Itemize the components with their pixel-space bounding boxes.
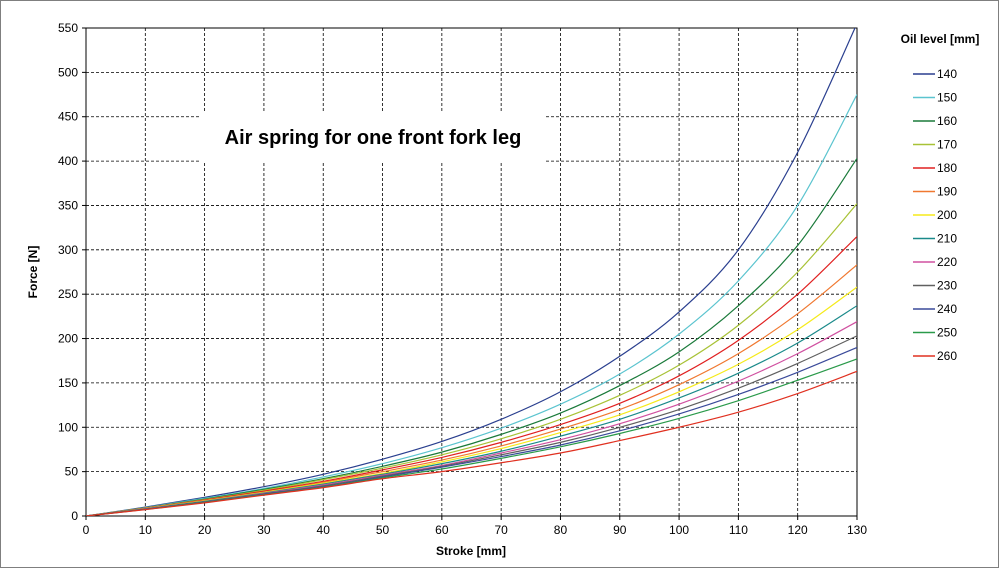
legend-label-200: 200 [937, 208, 957, 222]
legend-label-250: 250 [937, 326, 957, 340]
x-axis-title: Stroke [mm] [436, 544, 506, 558]
series-line-150 [86, 94, 857, 516]
y-tick-label: 300 [58, 243, 78, 257]
x-tick-label: 40 [317, 523, 331, 537]
series-lines [86, 28, 857, 516]
legend-label-190: 190 [937, 185, 957, 199]
x-tick-label: 100 [669, 523, 689, 537]
x-tick-label: 80 [554, 523, 568, 537]
legend-label-140: 140 [937, 67, 957, 81]
legend: 140 150 160 170 180 190 200 210 220 230 240 250 260 [913, 67, 957, 363]
chart-annotation: Air spring for one front fork leg [225, 127, 522, 149]
y-tick-label: 150 [58, 376, 78, 390]
x-tick-label: 0 [83, 523, 90, 537]
legend-label-220: 220 [937, 255, 957, 269]
legend-label-180: 180 [937, 161, 957, 175]
legend-label-170: 170 [937, 138, 957, 152]
x-tick-label: 130 [847, 523, 867, 537]
y-tick-label: 250 [58, 287, 78, 301]
y-axis-title: Force [N] [26, 246, 40, 299]
x-tick-label: 10 [139, 523, 153, 537]
x-tick-label: 60 [435, 523, 449, 537]
x-tick-label: 30 [257, 523, 271, 537]
y-tick-label: 350 [58, 198, 78, 212]
y-tick-label: 50 [65, 465, 79, 479]
legend-label-160: 160 [937, 114, 957, 128]
y-axis-ticks: 0 50 100 150 200 250 300 350 400 450 500 550 [58, 21, 86, 523]
y-tick-label: 550 [58, 21, 78, 35]
x-tick-label: 50 [376, 523, 390, 537]
legend-title: Oil level [mm] [901, 32, 980, 46]
grid-lines [86, 28, 857, 516]
series-line-260 [86, 370, 857, 516]
legend-label-230: 230 [937, 279, 957, 293]
y-tick-label: 0 [71, 509, 78, 523]
x-tick-label: 70 [494, 523, 508, 537]
annotation-box [200, 112, 546, 162]
x-tick-label: 90 [613, 523, 627, 537]
y-tick-label: 500 [58, 65, 78, 79]
y-tick-label: 450 [58, 110, 78, 124]
y-tick-label: 200 [58, 332, 78, 346]
x-tick-label: 110 [729, 523, 748, 537]
x-axis-ticks: 0 10 20 30 40 50 60 70 80 90 100 110 120 130 [83, 516, 867, 537]
x-tick-label: 20 [198, 523, 212, 537]
legend-label-240: 240 [937, 302, 957, 316]
legend-label-150: 150 [937, 91, 957, 105]
legend-label-210: 210 [937, 232, 957, 246]
series-line-140 [86, 28, 856, 516]
x-tick-label: 120 [788, 523, 808, 537]
legend-label-260: 260 [937, 349, 957, 363]
plot-area [85, 27, 858, 517]
y-tick-label: 100 [58, 420, 78, 434]
y-tick-label: 400 [58, 154, 78, 168]
